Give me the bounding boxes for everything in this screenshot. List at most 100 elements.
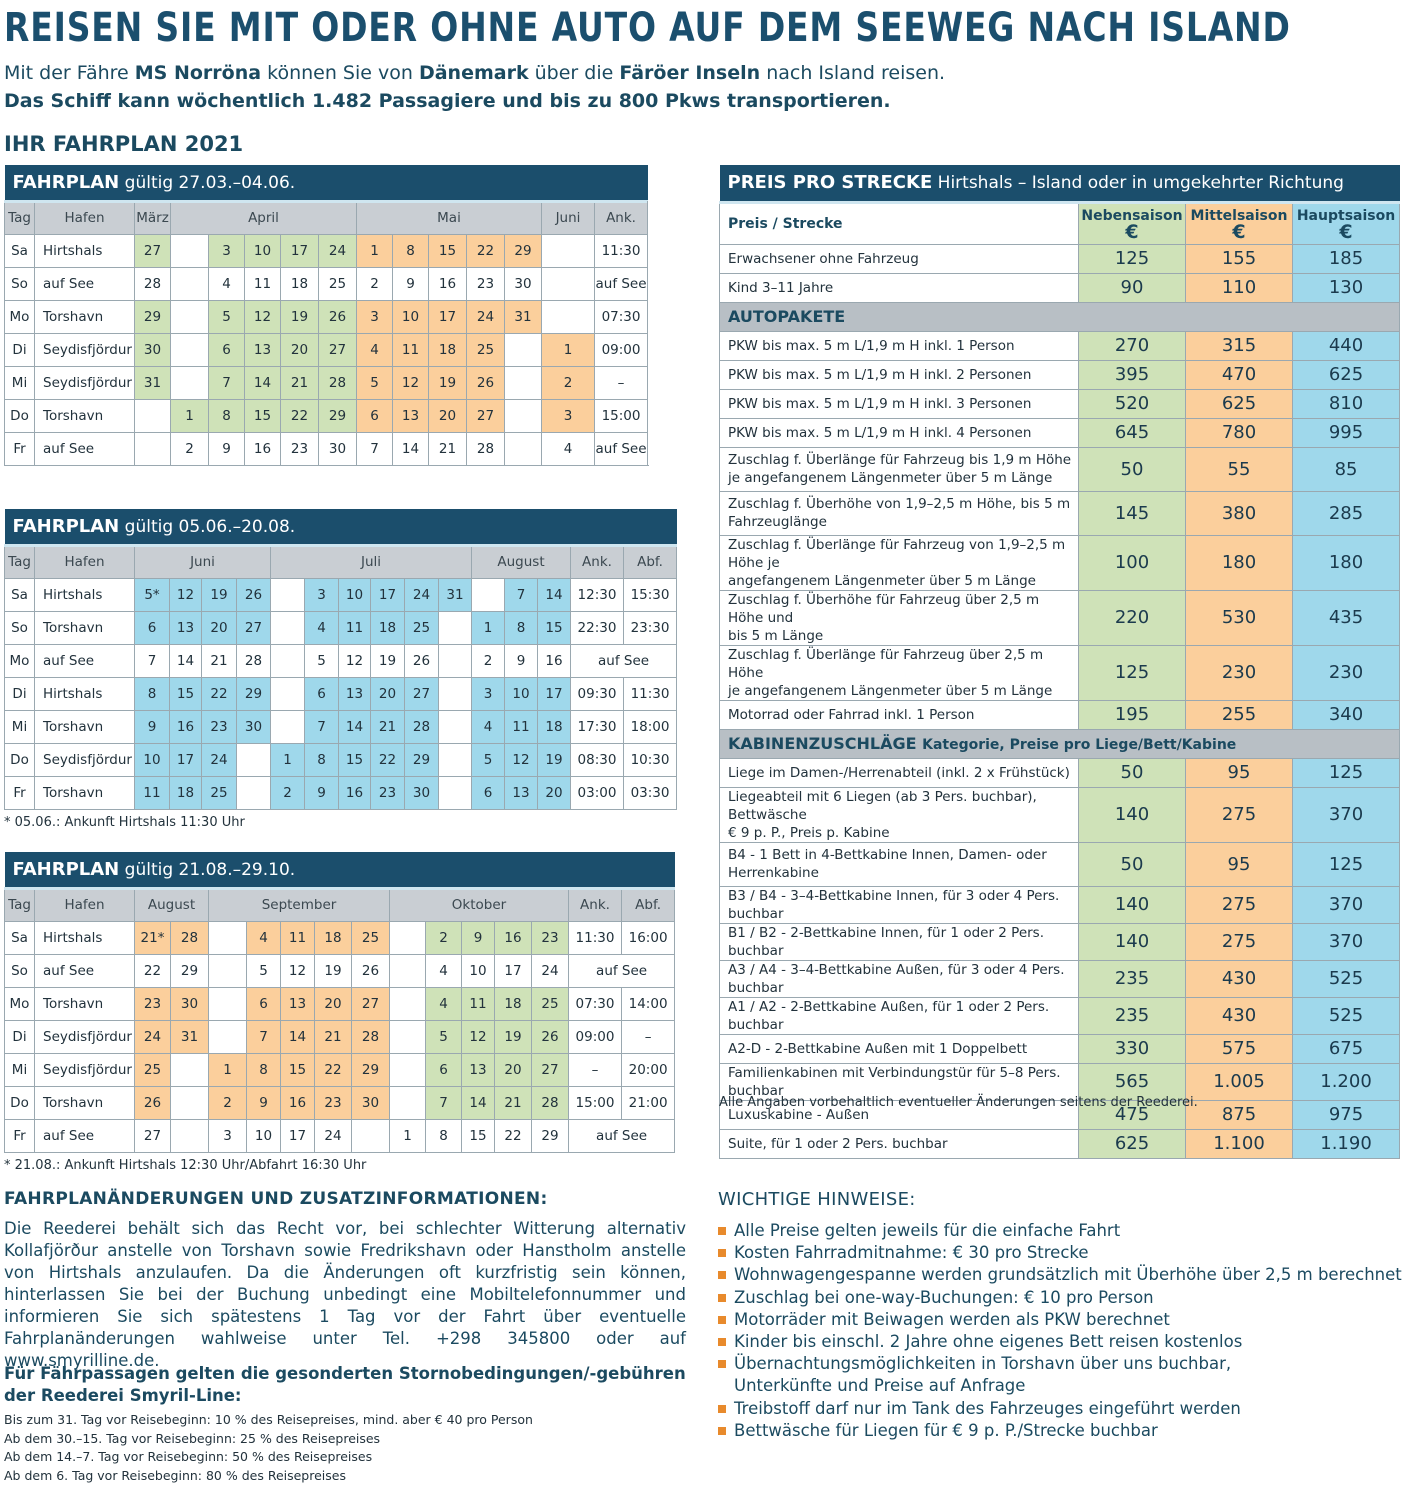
date-cell: 14 [537, 577, 571, 612]
price-value: 95 [1185, 757, 1293, 788]
date-cell: 11 [134, 775, 170, 810]
date-cell: 30 [134, 332, 171, 367]
price-value: 125 [1291, 841, 1401, 887]
date-cell: 28 [404, 709, 439, 744]
price-value: 140 [1078, 922, 1186, 961]
column-header: Abf. [620, 887, 676, 922]
date-cell: 19 [280, 299, 319, 334]
price-value: 625 [1291, 359, 1401, 390]
date-cell: 26 [466, 365, 505, 400]
timetable-title: FAHRPLAN gültig 21.08.–29.10. [4, 852, 675, 890]
date-cell: 11 [280, 920, 315, 955]
date-cell: 23 [531, 920, 569, 955]
date-cell: 25 [404, 610, 439, 645]
date-cell: 1 [270, 742, 305, 777]
date-cell [389, 920, 426, 955]
price-row: Zuschlag f. Überlänge für Fahrzeug von 1… [719, 534, 1401, 591]
date-cell: 14 [244, 365, 281, 400]
date-cell: 21 [280, 365, 319, 400]
price-label-cell: PKW bis max. 5 m L/1,9 m H inkl. 1 Perso… [719, 330, 1079, 361]
price-label-cell: Suite, für 1 oder 2 Pers. buchbar [719, 1128, 1079, 1159]
date-cell [236, 775, 271, 810]
date-cell: 11 [338, 610, 371, 645]
date-cell: 29 [236, 676, 271, 711]
hint-item: Bettwäsche für Liegen für € 9 p. P./Stre… [718, 1420, 1402, 1442]
price-value: 440 [1291, 330, 1401, 361]
arrival-cell: 08:30 [570, 742, 624, 777]
price-value: 1.005 [1185, 1062, 1293, 1101]
timetable-period: gültig 21.08.–29.10. [124, 859, 296, 880]
date-cell [170, 1052, 209, 1087]
currency-symbol: € [1339, 220, 1353, 243]
date-cell [208, 920, 247, 955]
info-title: FAHRPLANÄNDERUNGEN UND ZUSATZINFORMATION… [4, 1189, 548, 1209]
date-cell: 27 [318, 332, 357, 367]
date-cell: 4 [425, 953, 462, 988]
price-section: KABINENZUSCHLÄGE Kategorie, Preise pro L… [718, 728, 1401, 759]
date-cell: 19 [370, 643, 405, 678]
price-value: 975 [1291, 1099, 1401, 1130]
date-cell: 1 [356, 233, 393, 268]
timetable-period: gültig 05.06.–20.08. [124, 516, 296, 537]
date-cell: 8 [134, 676, 170, 711]
price-row: A3 / A4 - 3–4-Bettkabine Außen, für 3 od… [719, 959, 1401, 998]
price-value: 275 [1185, 885, 1293, 924]
table-row: Sa Hirtshals 5* 12 19 26 3 10 17 24 31 7 14 12:30 15:3… [4, 577, 678, 612]
day-cell: So [4, 266, 35, 301]
port-cell: Torshavn [34, 986, 135, 1021]
date-cell: 16 [428, 266, 467, 301]
date-cell: 15 [169, 676, 202, 711]
info-text: Die Reederei behält sich das Recht vor, … [4, 1219, 686, 1370]
arrival-cell: 07:30 [593, 299, 649, 334]
date-cell: 7 [134, 643, 170, 678]
price-value: 145 [1078, 490, 1186, 536]
price-row: Zuschlag f. Überlänge für Fahrzeug über … [719, 644, 1401, 701]
date-cell: 11 [392, 332, 429, 367]
price-route: Hirtshals – Island oder in umgekehrter R… [937, 173, 1344, 194]
date-cell [134, 398, 171, 433]
column-header: Hafen [34, 200, 135, 235]
price-value: 330 [1078, 1033, 1186, 1064]
date-cell: 3 [471, 676, 505, 711]
departure-cell: 03:30 [622, 775, 678, 810]
table-row: So auf See 22 29 5 12 19 26 4 10 17 24 auf See [4, 953, 676, 988]
date-cell [541, 266, 595, 301]
price-value: 370 [1291, 786, 1401, 843]
date-cell: 9 [134, 709, 170, 744]
price-label-cell: B4 - 1 Bett in 4-Bettkabine Innen, Damen… [719, 841, 1079, 887]
date-cell: 23 [370, 775, 405, 810]
date-cell: 3 [541, 398, 595, 433]
date-cell: 23 [280, 431, 319, 466]
price-value: 1.190 [1291, 1128, 1401, 1159]
date-cell: 29 [531, 1118, 569, 1153]
arrival-cell: 17:30 [570, 709, 624, 744]
price-value: 430 [1185, 996, 1293, 1035]
day-cell: Fr [4, 1118, 35, 1153]
date-cell: 26 [531, 1019, 569, 1054]
date-cell: 30 [318, 431, 357, 466]
price-row: B4 - 1 Bett in 4-Bettkabine Innen, Damen… [719, 841, 1401, 887]
arrival-cell: 15:00 [593, 398, 649, 433]
date-cell: 24 [134, 1019, 171, 1054]
port-cell: auf See [34, 643, 135, 678]
date-cell: 10 [134, 742, 170, 777]
date-cell: 4 [356, 332, 393, 367]
price-value: 810 [1291, 388, 1401, 419]
date-cell: 29 [170, 953, 209, 988]
date-cell [208, 953, 247, 988]
date-cell [389, 1019, 426, 1054]
date-cell [471, 577, 505, 612]
timetable-note: * 21.08.: Ankunft Hirtshals 12:30 Uhr/Ab… [4, 1158, 367, 1173]
date-cell: 10 [392, 299, 429, 334]
intro-line-2: Das Schiff kann wöchentlich 1.482 Passag… [4, 90, 891, 112]
port-cell: Torshavn [34, 610, 135, 645]
date-cell: 17 [494, 953, 532, 988]
date-cell: 5 [356, 365, 393, 400]
price-value: 230 [1291, 644, 1401, 701]
column-header: August [134, 887, 209, 922]
port-cell: Seydisfjördur [34, 742, 135, 777]
date-cell: 2 [356, 266, 393, 301]
page-title: REISEN SIE MIT ODER OHNE AUTO AUF DEM SE… [4, 5, 1291, 51]
column-header: Abf. [622, 544, 678, 579]
date-cell: 24 [404, 577, 439, 612]
